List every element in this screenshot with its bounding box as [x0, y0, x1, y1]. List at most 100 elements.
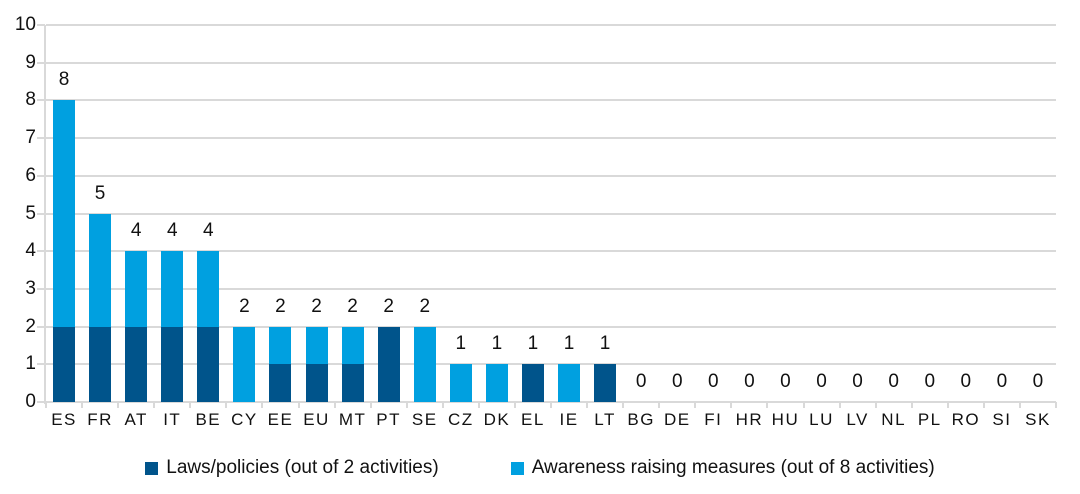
- gridline: [46, 174, 1056, 177]
- x-axis-category-label: BG: [627, 410, 655, 429]
- x-axis-category-label: SI: [992, 410, 1012, 429]
- bar-segment-laws-policies: [521, 364, 544, 402]
- bar-segment-awareness-measures: [341, 326, 364, 365]
- y-axis-tick: [37, 401, 45, 403]
- y-axis-tick-label: 0: [25, 391, 36, 412]
- x-axis-category-label: IE: [559, 410, 579, 429]
- y-axis-tick-label: 4: [25, 240, 36, 262]
- x-axis-category-label: BE: [195, 410, 222, 429]
- x-axis-category-label: LV: [846, 410, 869, 429]
- x-axis-category-label: EL: [521, 410, 545, 429]
- y-axis-tick: [37, 363, 45, 366]
- bar-segment-laws-policies: [305, 364, 328, 402]
- y-axis-tick-label: 10: [14, 14, 36, 35]
- bar-segment-awareness-measures: [233, 326, 256, 402]
- x-axis-tick: [45, 402, 47, 408]
- x-axis-tick: [658, 402, 661, 408]
- legend-item-awareness-measures: Awareness raising measures (out of 8 act…: [510, 457, 935, 479]
- gridline: [46, 250, 1056, 253]
- x-axis-tick: [622, 402, 625, 408]
- bar-total-label: 4: [166, 220, 178, 242]
- x-axis-category-label: LT: [594, 410, 616, 429]
- y-axis-line: [44, 25, 46, 404]
- bar-segment-laws-policies: [53, 326, 76, 402]
- x-axis-tick: [333, 402, 336, 408]
- y-axis-tick-label: 9: [25, 51, 36, 73]
- bar-total-label: 2: [275, 295, 286, 317]
- bar-total-label: 2: [383, 295, 394, 317]
- bar-total-label: 0: [924, 371, 936, 392]
- y-axis-tick-label: 6: [25, 164, 36, 186]
- bar-total-label: 2: [311, 295, 322, 317]
- x-axis-category-label: NL: [881, 410, 907, 429]
- legend-swatch-awareness-measures-icon: [510, 461, 524, 475]
- legend-item-laws-policies: Laws/policies (out of 2 activities): [145, 457, 439, 479]
- bar-total-label: 1: [599, 333, 611, 355]
- bar-total-label: 1: [527, 333, 539, 355]
- x-axis-category-label: DE: [663, 410, 691, 429]
- x-axis-tick: [117, 402, 120, 408]
- bar-segment-awareness-measures: [305, 326, 328, 365]
- x-axis-tick: [189, 402, 192, 408]
- x-axis-tick: [441, 402, 444, 408]
- bar-total-label: 0: [852, 371, 863, 392]
- x-axis-category-label: HU: [771, 410, 800, 429]
- x-axis-category-label: HR: [735, 410, 764, 429]
- bar-total-label: 0: [708, 371, 719, 392]
- bar-total-label: 0: [816, 371, 827, 392]
- gridline: [46, 287, 1056, 290]
- y-axis-tick: [37, 250, 45, 253]
- x-axis-category-label: RO: [951, 410, 981, 429]
- x-axis-category-label: SE: [411, 410, 438, 429]
- x-axis-category-label: ES: [51, 410, 77, 429]
- x-axis-tick: [81, 402, 84, 408]
- bar-segment-laws-policies: [89, 326, 112, 402]
- bar-total-label: 0: [780, 371, 791, 392]
- x-axis-tick: [586, 402, 589, 408]
- gridline: [46, 24, 1056, 26]
- gridline: [46, 325, 1056, 328]
- y-axis-tick: [37, 212, 45, 215]
- y-axis-tick-label: 2: [25, 315, 36, 337]
- x-axis-tick: [513, 402, 516, 408]
- legend-swatch-laws-policies-icon: [145, 461, 159, 475]
- y-axis-tick: [37, 137, 45, 140]
- x-axis-category-label: PT: [376, 410, 402, 429]
- bar-total-label: 0: [888, 371, 899, 392]
- x-axis-category-label: EU: [303, 410, 330, 429]
- bar-segment-awareness-measures: [125, 251, 148, 327]
- bar-segment-awareness-measures: [197, 251, 220, 327]
- x-axis-category-label: PL: [917, 410, 942, 429]
- x-axis-tick: [730, 402, 733, 408]
- x-axis-category-label: MT: [338, 410, 367, 429]
- bar-segment-awareness-measures: [449, 364, 472, 402]
- y-axis-tick-label: 7: [25, 127, 36, 149]
- bar-total-label: 0: [960, 371, 972, 392]
- bar-total-label: 0: [635, 371, 647, 392]
- bar-total-label: 8: [58, 69, 70, 91]
- x-axis-tick: [838, 402, 841, 408]
- bar-segment-laws-policies: [377, 326, 400, 402]
- x-axis-category-label: AT: [124, 410, 148, 429]
- bar-total-label: 2: [347, 295, 358, 317]
- legend: Laws/policies (out of 2 activities) Awar…: [0, 452, 1080, 484]
- x-axis-tick: [369, 402, 372, 408]
- gridline: [46, 212, 1056, 215]
- x-axis-tick: [405, 402, 408, 408]
- x-axis-category-label: EE: [267, 410, 294, 429]
- bar-total-label: 1: [491, 333, 503, 355]
- y-axis-tick-label: 8: [25, 89, 36, 111]
- gridline: [46, 137, 1056, 140]
- x-axis-tick: [766, 402, 769, 408]
- x-axis-tick: [550, 402, 552, 408]
- bar-total-label: 0: [671, 371, 683, 392]
- x-axis-category-label: FR: [87, 410, 113, 429]
- bar-segment-awareness-measures: [269, 326, 292, 365]
- legend-label-laws-policies: Laws/policies (out of 2 activities): [166, 457, 439, 478]
- x-axis-tick: [297, 402, 300, 408]
- bar-segment-awareness-measures: [413, 326, 436, 402]
- bar-segment-laws-policies: [161, 326, 184, 402]
- bar-segment-laws-policies: [269, 364, 292, 402]
- y-axis-tick: [37, 24, 45, 26]
